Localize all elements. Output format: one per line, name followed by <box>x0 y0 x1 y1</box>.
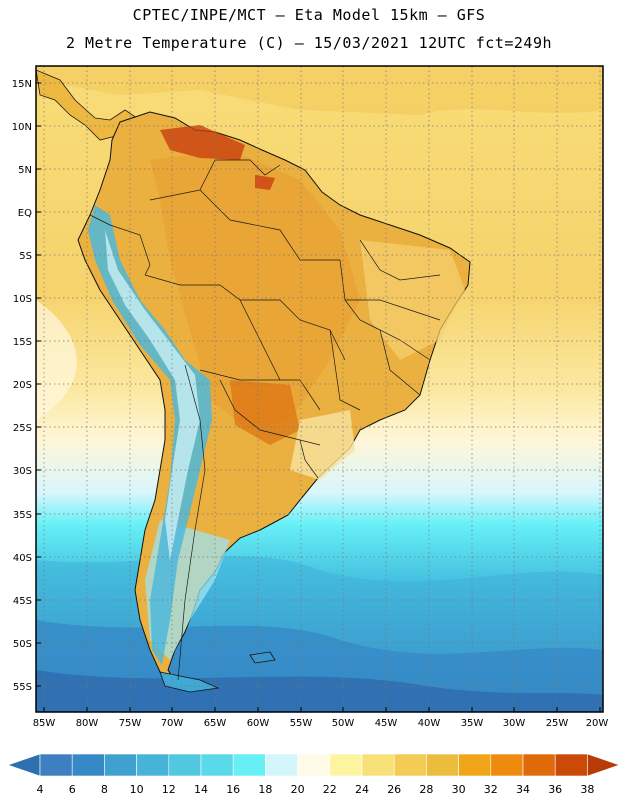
colorbar-label: 24 <box>355 783 369 796</box>
colorbar-over-arrow <box>587 753 618 777</box>
lat-label: 5N <box>18 165 32 176</box>
colorbar-label: 16 <box>226 783 240 796</box>
lon-label: 30W <box>503 718 526 729</box>
lon-label: 65W <box>204 718 227 729</box>
lat-label: 30S <box>13 466 32 477</box>
colorbar-label: 18 <box>258 783 272 796</box>
lat-label: 10S <box>13 294 32 305</box>
amazon-warm-zone <box>150 150 360 430</box>
map-field <box>36 66 603 712</box>
lon-label: 45W <box>375 718 398 729</box>
guiana-hot-spot <box>255 175 275 190</box>
axis-ticks <box>36 82 601 712</box>
lon-label: 35W <box>461 718 484 729</box>
colorbar-under-arrow <box>7 753 41 777</box>
colorbar-swatch <box>329 753 363 777</box>
lat-label: 25S <box>13 423 32 434</box>
cool-ocean-patch <box>36 300 77 420</box>
lon-label: 40W <box>418 718 441 729</box>
colorbar-label: 22 <box>323 783 337 796</box>
colorbar-swatch <box>168 753 202 777</box>
colorbar-swatch <box>393 753 427 777</box>
map-frame <box>35 65 604 713</box>
lat-label: 45S <box>13 596 32 607</box>
colorbar-label: 14 <box>194 783 208 796</box>
country-borders <box>89 159 441 681</box>
colorbar-label: 20 <box>291 783 305 796</box>
lon-label: 80W <box>76 718 99 729</box>
colorbar-swatch <box>554 753 588 777</box>
graticule <box>36 66 603 712</box>
lat-label: EQ <box>18 208 32 219</box>
colorbar-label: 26 <box>387 783 401 796</box>
lat-label: 50S <box>13 639 32 650</box>
colorbar-swatch <box>426 753 459 777</box>
colorbar-label: 34 <box>516 783 530 796</box>
lon-label: 25W <box>546 718 569 729</box>
colorbar-label: 38 <box>580 783 594 796</box>
colorbar-swatch <box>361 753 395 777</box>
colorbar-label: 30 <box>452 783 466 796</box>
colorbar-swatch <box>200 753 234 777</box>
map-title-line2: 2 Metre Temperature (C) – 15/03/2021 12U… <box>65 34 553 52</box>
chaco-hot-zone <box>230 380 300 445</box>
lon-label: 60W <box>247 718 270 729</box>
tierra-del-fuego <box>159 671 220 693</box>
lat-label: 15N <box>12 79 32 90</box>
lat-label: 10N <box>12 122 32 133</box>
falkland-islands <box>249 651 276 664</box>
colorbar-label: 12 <box>162 783 176 796</box>
colorbar-swatch <box>458 753 492 777</box>
longitude-labels: 85W 80W 75W 70W 65W 60W 55W 50W 45W 40W … <box>33 718 609 729</box>
colorbar-swatch <box>71 753 105 777</box>
venezuela-hot-spot <box>160 125 245 160</box>
lat-label: 40S <box>13 553 32 564</box>
lat-label: 5S <box>19 251 32 262</box>
colorbar-swatch <box>490 753 524 777</box>
lon-label: 85W <box>33 718 56 729</box>
colorbar-label: 8 <box>101 783 108 796</box>
lon-label: 20W <box>586 718 609 729</box>
colorbar-swatch <box>297 753 331 777</box>
lon-label: 70W <box>161 718 184 729</box>
latitude-labels: 15N 10N 5N EQ 5S 10S 15S 20S 25S 30S 35S… <box>12 79 32 693</box>
lat-label: 35S <box>13 510 32 521</box>
andes-snow-strip <box>105 230 200 560</box>
colorbar-swatches <box>7 753 618 777</box>
warm-ocean-band <box>36 66 603 115</box>
colorbar-label: 4 <box>37 783 44 796</box>
lon-label: 50W <box>332 718 355 729</box>
colorbar-swatch <box>104 753 137 777</box>
colorbar-label: 6 <box>69 783 76 796</box>
map-title-line1: CPTEC/INPE/MCT – Eta Model 15km – GFS <box>132 6 486 24</box>
lat-label: 55S <box>13 682 32 693</box>
lon-label: 75W <box>119 718 142 729</box>
colorbar-label: 36 <box>548 783 562 796</box>
colorbar-label: 32 <box>484 783 498 796</box>
southern-brazil-zone <box>290 410 355 480</box>
lat-label: 15S <box>13 337 32 348</box>
colorbar-swatch <box>39 753 73 777</box>
colorbar-swatch <box>136 753 170 777</box>
colorbar-swatch <box>265 753 298 777</box>
lon-label: 55W <box>290 718 313 729</box>
colorbar-swatch <box>522 753 556 777</box>
colorbar-label: 28 <box>419 783 433 796</box>
colorbar-swatch <box>232 753 266 777</box>
colorbar-label: 10 <box>130 783 144 796</box>
lat-label: 20S <box>13 380 32 391</box>
colorbar-labels: 4 6 8 10 12 14 16 18 20 22 24 26 28 30 32 34 36 38 <box>37 783 595 796</box>
